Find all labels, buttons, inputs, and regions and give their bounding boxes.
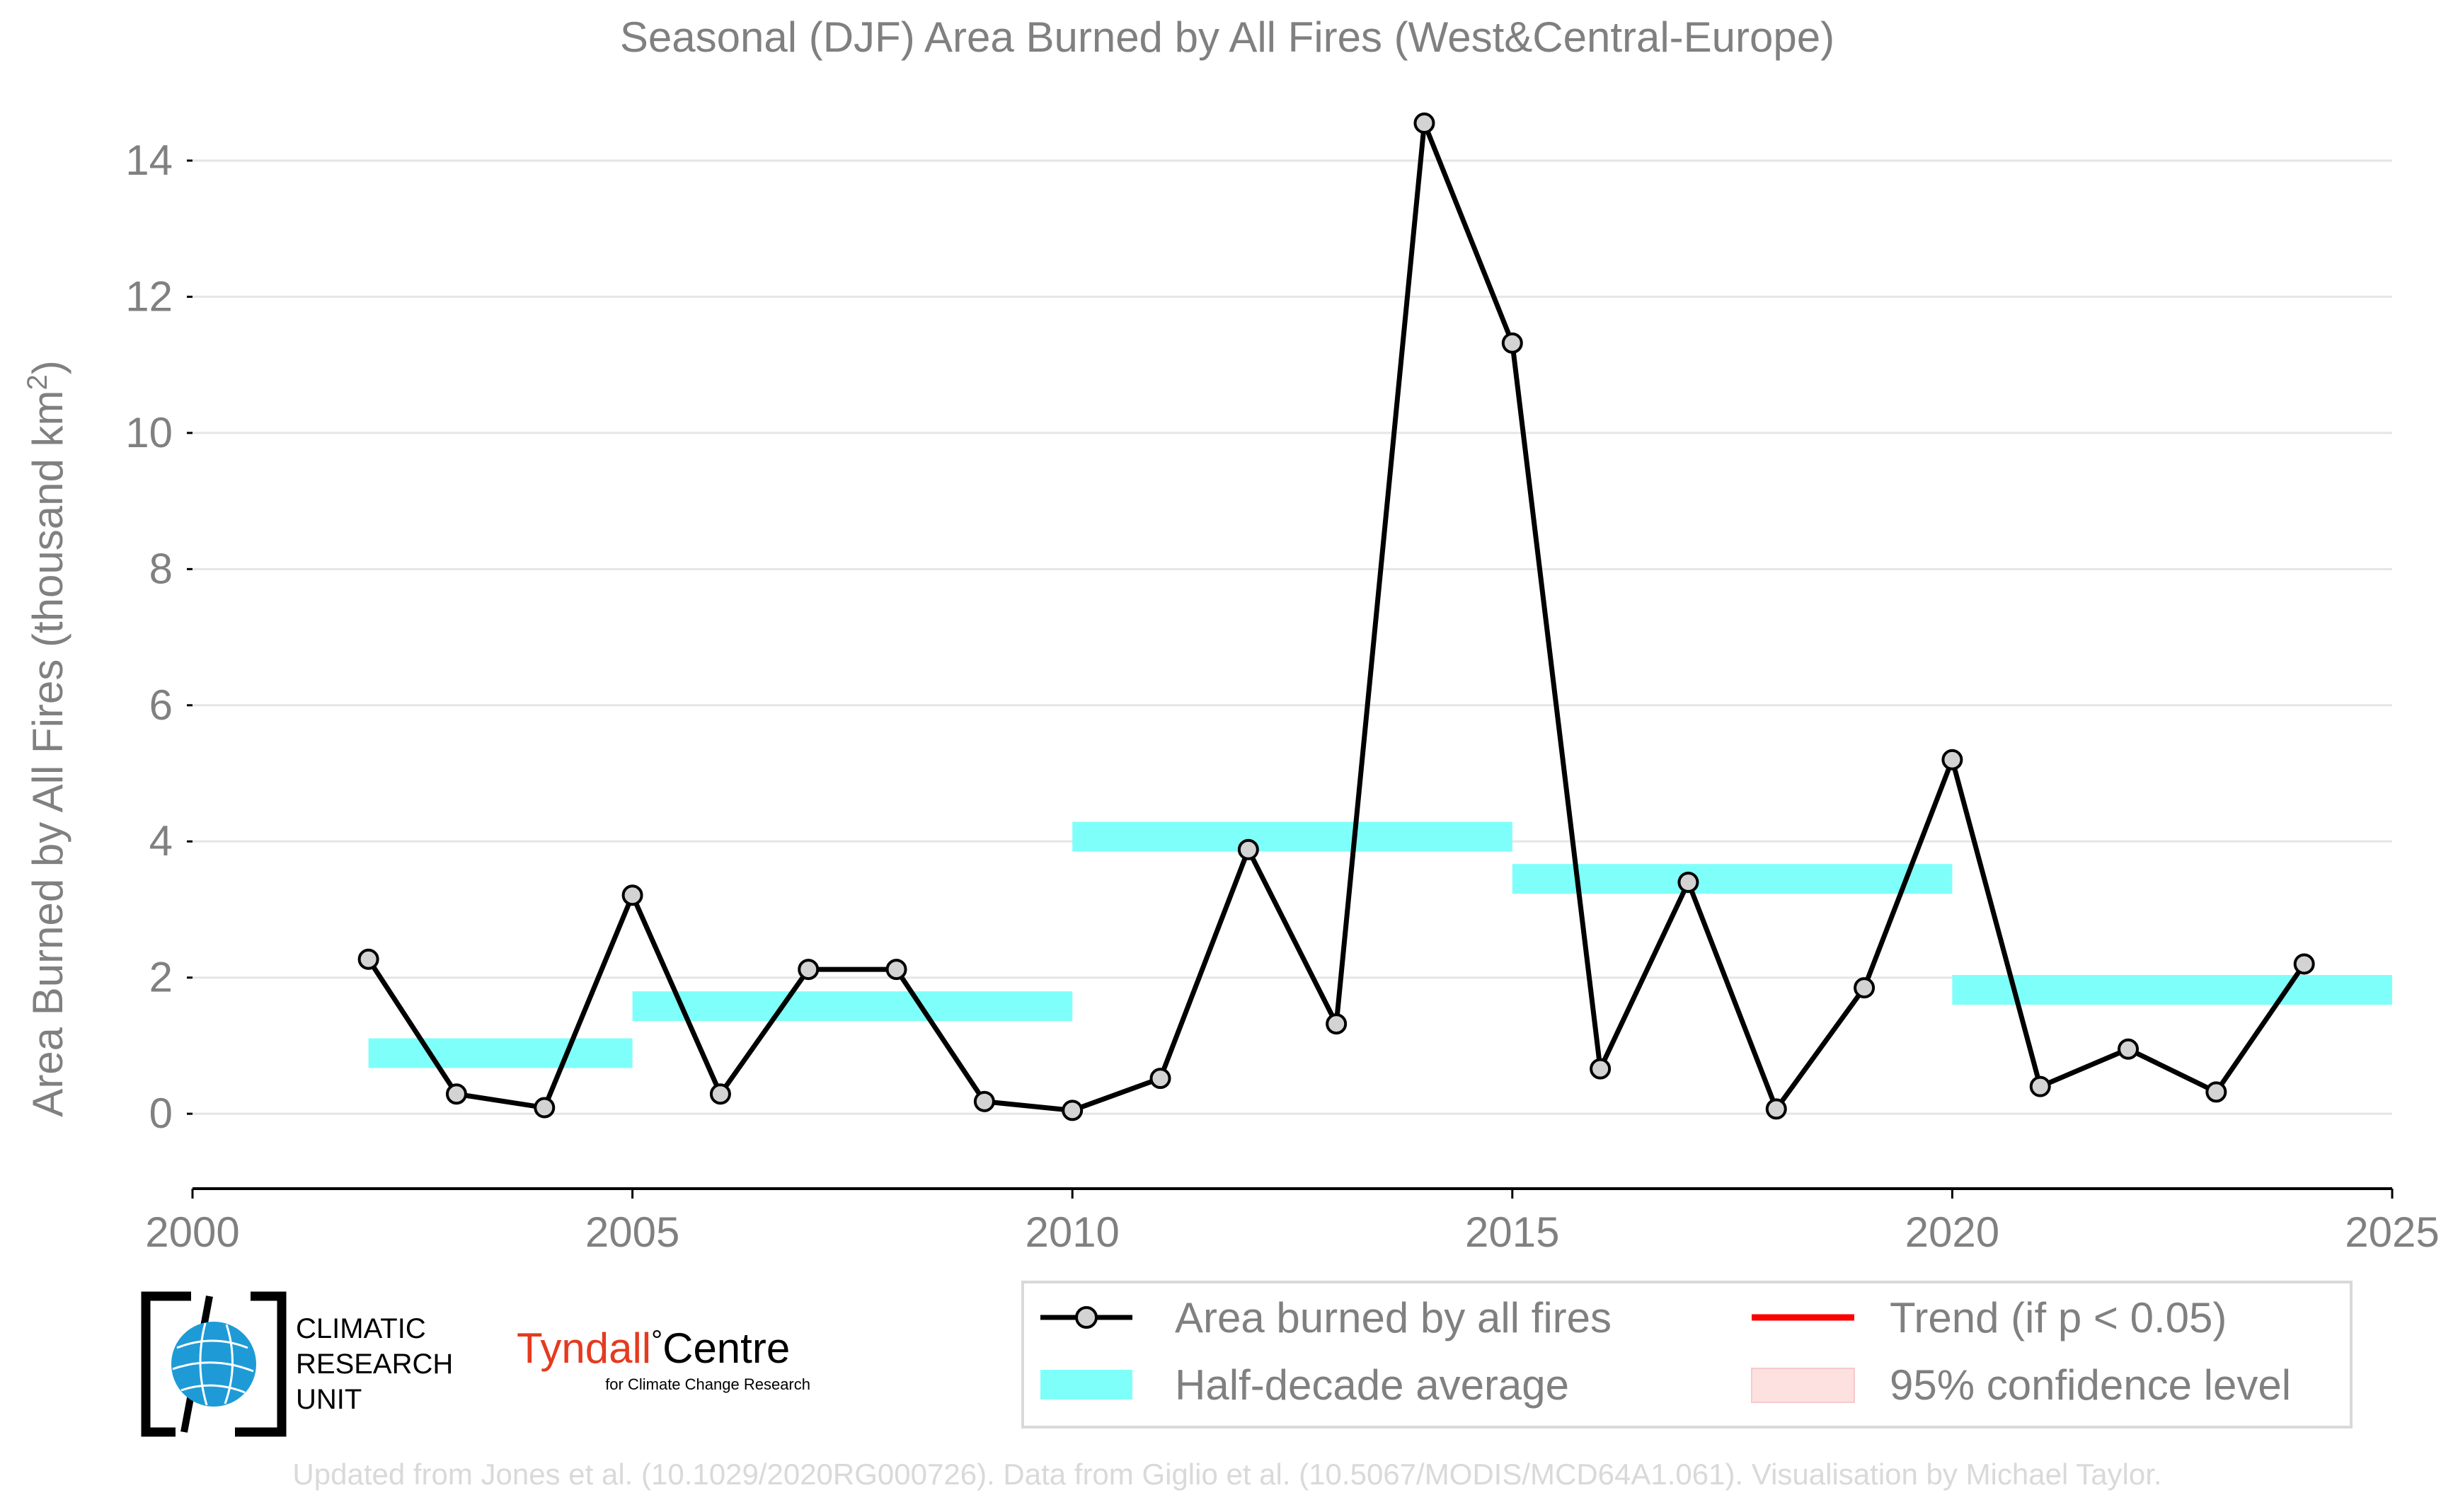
y-tick-label-14: 14 <box>125 137 173 184</box>
series-line-group <box>366 120 2307 1113</box>
data-point-2024 <box>2293 953 2315 975</box>
y-tick-label-12: 12 <box>125 272 173 320</box>
data-point-2023 <box>2205 1081 2227 1103</box>
cru-bracket-right <box>235 1291 287 1437</box>
data-point-2016 <box>1590 1058 1612 1080</box>
x-tick-label-2015: 2015 <box>1465 1208 1559 1256</box>
x-tick-label-2000: 2000 <box>145 1208 239 1256</box>
x-tick-label-2005: 2005 <box>585 1208 679 1256</box>
cru-line-1: CLIMATIC <box>296 1313 426 1344</box>
credit-text: Updated from Jones et al. (10.1029/2020R… <box>292 1458 2161 1491</box>
tyndall-centre: Centre <box>662 1325 790 1372</box>
data-point-2013 <box>1326 1013 1348 1035</box>
chart-title: Seasonal (DJF) Area Burned by All Fires … <box>620 13 1834 61</box>
cru-line-2: RESEARCH <box>296 1349 453 1380</box>
x-axis: 2000 2005 2010 2015 2020 2025 <box>145 1187 2440 1256</box>
half-decade-average-bands <box>368 821 2392 1068</box>
x-tick-label-2020: 2020 <box>1905 1208 1999 1256</box>
legend-swatch-half-decade <box>1040 1370 1132 1400</box>
y-tick-label-6: 6 <box>149 681 173 729</box>
half-decade-band-2 <box>632 991 1073 1022</box>
series-markers <box>357 112 2315 1121</box>
y-axis-label-suffix: ) <box>24 360 71 374</box>
y-axis-label-text: Area Burned by All Fires (thousand km <box>24 391 71 1117</box>
tyndall-wordmark: Tyndall°Centre <box>517 1325 790 1372</box>
cru-text: CLIMATIC RESEARCH UNIT <box>296 1313 461 1415</box>
legend-label-trend: Trend (if p < 0.05) <box>1890 1294 2227 1341</box>
y-tick-label-0: 0 <box>149 1090 173 1137</box>
series-line <box>366 120 2307 1113</box>
data-point-2019 <box>1854 977 1876 999</box>
y-tick-label-8: 8 <box>149 545 173 592</box>
cru-logo: CLIMATIC RESEARCH UNIT <box>141 1291 461 1437</box>
legend-frame <box>1021 1281 2353 1429</box>
tyndall-name: Tyndall <box>517 1325 651 1372</box>
y-tick-label-4: 4 <box>149 817 173 865</box>
data-point-2002 <box>357 948 379 970</box>
x-tick-label-2025: 2025 <box>2345 1208 2439 1256</box>
data-point-2014 <box>1413 112 1435 134</box>
tyndall-degree: ° <box>651 1325 662 1356</box>
data-point-2012 <box>1237 838 1259 860</box>
data-point-2005 <box>621 884 643 906</box>
legend-swatch-marker <box>1075 1306 1098 1329</box>
data-point-2018 <box>1765 1098 1787 1120</box>
legend-swatch-confidence <box>1751 1368 1855 1403</box>
x-tick-label-2010: 2010 <box>1025 1208 1119 1256</box>
data-point-2021 <box>2029 1075 2051 1097</box>
cru-line-3: UNIT <box>296 1384 362 1415</box>
y-tick-label-2: 2 <box>149 954 173 1001</box>
grid-lines <box>193 159 2392 1115</box>
y-axis-ticks: 0 2 4 6 8 10 12 14 <box>125 137 193 1137</box>
data-point-2007 <box>798 959 820 981</box>
data-point-2008 <box>885 959 907 981</box>
data-point-2015 <box>1501 332 1523 354</box>
data-point-2009 <box>973 1090 995 1112</box>
data-point-2020 <box>1941 749 1963 771</box>
tyndall-subtitle: for Climate Change Research <box>605 1375 810 1393</box>
y-axis-label: Area Burned by All Fires (thousand km2) <box>22 360 71 1116</box>
data-point-2004 <box>534 1097 556 1119</box>
globe-icon <box>171 1322 256 1407</box>
half-decade-band-3 <box>1072 821 1512 852</box>
half-decade-band-4 <box>1512 864 1953 894</box>
data-point-2010 <box>1062 1100 1084 1121</box>
y-axis-label-superscript: 2 <box>22 374 53 390</box>
tyndall-logo: Tyndall°Centre for Climate Change Resear… <box>517 1325 810 1393</box>
data-point-2003 <box>445 1083 467 1105</box>
legend: Area burned by all fires Trend (if p < 0… <box>1021 1281 2353 1429</box>
half-decade-band-5 <box>1952 975 2392 1005</box>
data-point-2006 <box>709 1083 731 1105</box>
legend-label-area: Area burned by all fires <box>1175 1294 1612 1341</box>
half-decade-band-1 <box>368 1038 633 1068</box>
legend-label-half-decade: Half-decade average <box>1175 1361 1569 1409</box>
cru-bracket-left <box>141 1291 191 1437</box>
y-tick-label-10: 10 <box>125 409 173 456</box>
data-point-2017 <box>1677 871 1699 893</box>
legend-label-confidence: 95% confidence level <box>1890 1361 2291 1409</box>
data-point-2011 <box>1149 1068 1171 1090</box>
data-point-2022 <box>2118 1038 2140 1060</box>
